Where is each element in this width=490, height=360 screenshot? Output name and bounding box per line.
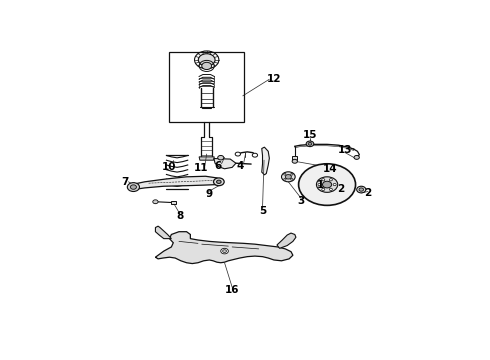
- Circle shape: [322, 181, 332, 188]
- Text: 12: 12: [267, 74, 281, 84]
- Circle shape: [217, 180, 221, 184]
- Text: 14: 14: [322, 164, 337, 174]
- Circle shape: [284, 174, 286, 175]
- Circle shape: [252, 153, 258, 157]
- Circle shape: [198, 54, 215, 66]
- Text: 11: 11: [194, 163, 208, 173]
- Circle shape: [220, 248, 228, 254]
- Text: 3: 3: [297, 196, 305, 206]
- Circle shape: [306, 141, 314, 147]
- Text: 10: 10: [162, 162, 176, 172]
- Circle shape: [322, 179, 325, 181]
- Bar: [170, 51, 244, 122]
- Circle shape: [308, 143, 312, 145]
- Text: 15: 15: [303, 130, 317, 140]
- Circle shape: [281, 172, 295, 182]
- Polygon shape: [277, 233, 296, 248]
- Polygon shape: [262, 147, 270, 175]
- Text: 2: 2: [365, 188, 372, 198]
- Circle shape: [291, 179, 293, 180]
- Circle shape: [214, 178, 224, 186]
- Circle shape: [218, 156, 224, 160]
- Circle shape: [357, 186, 366, 193]
- Circle shape: [127, 183, 140, 192]
- Circle shape: [322, 188, 325, 190]
- Circle shape: [222, 250, 226, 252]
- Text: 6: 6: [214, 161, 221, 171]
- Text: 16: 16: [225, 285, 240, 295]
- Circle shape: [284, 179, 286, 180]
- Circle shape: [153, 200, 158, 204]
- Text: 8: 8: [176, 211, 183, 221]
- Circle shape: [298, 164, 356, 205]
- Circle shape: [359, 188, 364, 191]
- Polygon shape: [292, 156, 297, 159]
- Circle shape: [130, 185, 136, 189]
- Circle shape: [202, 62, 212, 69]
- Polygon shape: [130, 176, 220, 190]
- Polygon shape: [214, 158, 236, 169]
- Text: 13: 13: [338, 145, 352, 155]
- Circle shape: [333, 184, 336, 186]
- Circle shape: [291, 174, 293, 175]
- Bar: [172, 201, 176, 204]
- Circle shape: [317, 177, 338, 192]
- Polygon shape: [155, 226, 172, 239]
- Text: 7: 7: [121, 177, 128, 187]
- Text: 9: 9: [205, 189, 212, 199]
- Text: 5: 5: [259, 206, 266, 216]
- Circle shape: [285, 175, 292, 179]
- Text: 4: 4: [236, 161, 244, 171]
- Circle shape: [318, 184, 321, 186]
- Circle shape: [235, 152, 241, 156]
- Circle shape: [329, 179, 332, 181]
- Circle shape: [354, 156, 359, 159]
- Circle shape: [329, 188, 332, 190]
- Polygon shape: [199, 157, 214, 160]
- Circle shape: [292, 159, 297, 163]
- Text: 1: 1: [317, 180, 324, 190]
- Polygon shape: [155, 232, 293, 264]
- Text: 2: 2: [338, 184, 345, 194]
